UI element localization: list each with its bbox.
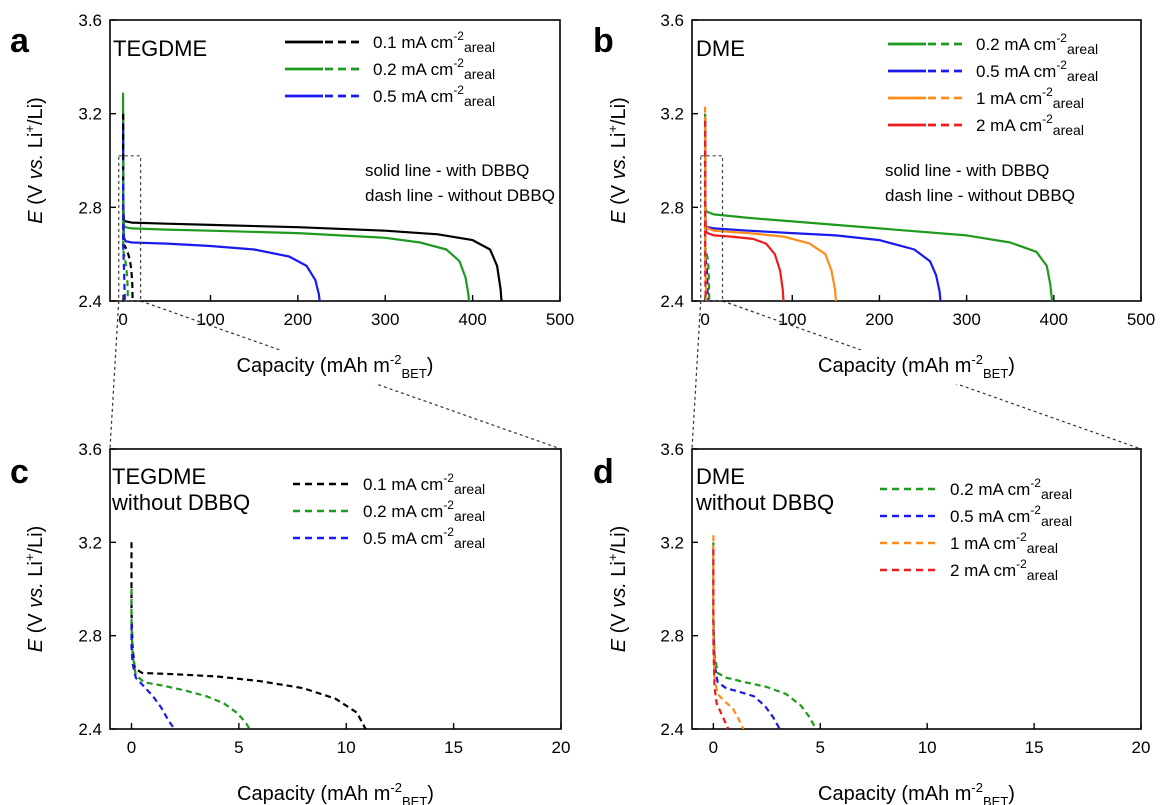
x-tick-label: 300 [371, 310, 399, 329]
y-tick-label: 2.4 [660, 720, 684, 739]
y-tick-label: 2.4 [78, 720, 102, 739]
x-tick-label: 10 [918, 738, 937, 757]
x-tick-label: 100 [778, 310, 806, 329]
legend-label: 2 mA cm-2areal [976, 112, 1084, 138]
series-line-0_5-without-dbbq [132, 624, 175, 729]
solvent-label: DME [696, 36, 745, 61]
y-tick-label: 3.6 [78, 440, 102, 459]
series-line-1-without-dbbq [713, 535, 743, 729]
series-line-1-with-dbbq [705, 114, 836, 301]
x-tick-label: 15 [444, 738, 463, 757]
legend-label: 2 mA cm-2areal [950, 557, 1058, 583]
y-tick-label: 3.2 [660, 533, 684, 552]
y-axis-title: E (V vs. Li+/Li) [22, 97, 47, 224]
legend-label: 0.5 mA cm-2areal [373, 83, 495, 109]
panel-letter: c [10, 453, 29, 491]
series-line-0_2-without-dbbq [132, 589, 250, 729]
x-tick-label: 0 [700, 310, 709, 329]
x-tick-label: 0 [709, 738, 718, 757]
x-tick-label: 400 [458, 310, 486, 329]
panel-d-dme-zoom-chart: 0 5 10 15 20 2.4 2.8 3.2 3.6 Capacity (mAh m-2BET… [593, 440, 1150, 805]
x-tick-label: 0 [118, 310, 127, 329]
series-line-0_1-without-dbbq [132, 542, 366, 729]
legend-label: 1 mA cm-2areal [950, 530, 1058, 556]
series-line-0_5-with-dbbq [705, 118, 940, 301]
solvent-label: DME [696, 464, 745, 489]
x-tick-label: 20 [1132, 738, 1151, 757]
x-tick-label: 0 [127, 738, 136, 757]
series-group [132, 542, 366, 729]
x-axis-title: Capacity (mAh m-2BET) [818, 780, 1015, 805]
panel-a-tegdme-chart: 0 100 200 300 400 5002.42.83.23.6Capacity (mA… [10, 11, 574, 384]
y-tick-label: 3.6 [78, 11, 102, 30]
series-line-0_5-without-dbbq [713, 547, 779, 729]
annotation-text: dash line - without DBBQ [365, 186, 555, 205]
x-tick-label: 100 [196, 310, 224, 329]
x-tick-label: 15 [1025, 738, 1044, 757]
y-tick-label: 2.8 [78, 198, 102, 217]
series-line-0_2-without-dbbq [713, 542, 816, 729]
legend-label: 0.5 mA cm-2areal [950, 503, 1072, 529]
legend-label: 0.2 mA cm-2areal [373, 56, 495, 82]
series-line-0_5-with-dbbq [123, 123, 320, 301]
x-tick-label: 5 [816, 738, 825, 757]
annotation-text: dash line - without DBBQ [885, 186, 1075, 205]
x-tick-label: 300 [952, 310, 980, 329]
legend-label: 0.2 mA cm-2areal [363, 498, 485, 524]
panel-letter: a [10, 22, 30, 60]
legend-label: 0.5 mA cm-2areal [363, 525, 485, 551]
annotation-text: solid line - with DBBQ [885, 161, 1049, 180]
y-tick-label: 3.6 [660, 11, 684, 30]
y-tick-label: 3.2 [660, 105, 684, 124]
legend: 0.2 mA cm-2areal0.5 mA cm-2areal1 mA cm-… [888, 31, 1098, 138]
y-tick-label: 2.4 [660, 292, 684, 311]
series-group [713, 535, 816, 729]
y-tick-label: 3.2 [78, 105, 102, 124]
x-tick-label: 5 [234, 738, 243, 757]
series-line-0_2-without-dbbq [123, 161, 128, 302]
x-tick-label: 200 [865, 310, 893, 329]
y-axis-title: E (V vs. Li+/Li) [605, 97, 630, 224]
panel-b-dme-chart: 0 100 200 300 400 500 2.4 2.8 3.2 3.6 Capacity (mA… [593, 11, 1155, 384]
y-axis-title: E (V vs. Li+/Li) [605, 526, 630, 653]
legend-label: 0.1 mA cm-2areal [363, 471, 485, 497]
x-tick-label: 400 [1040, 310, 1068, 329]
y-tick-label: 2.4 [78, 292, 102, 311]
x-tick-label: 10 [337, 738, 356, 757]
solvent-label: TEGDME [113, 36, 207, 61]
legend-label: 0.1 mA cm-2areal [373, 29, 495, 55]
x-tick-label: 500 [1127, 310, 1155, 329]
legend-label: 0.5 mA cm-2areal [976, 58, 1098, 84]
series-line-0_2-with-dbbq [705, 114, 1052, 301]
y-tick-label: 3.6 [660, 440, 684, 459]
panel-subtitle: without DBBQ [695, 490, 834, 515]
legend-label: 0.2 mA cm-2areal [950, 476, 1072, 502]
x-axis-title: Capacity (mAh m-2BET) [237, 780, 434, 805]
y-tick-label: 2.8 [660, 198, 684, 217]
solvent-label: TEGDME [112, 464, 206, 489]
annotation-text: solid line - with DBBQ [365, 161, 529, 180]
legend-label: 0.2 mA cm-2areal [976, 31, 1098, 57]
panel-subtitle: without DBBQ [111, 490, 250, 515]
legend-label: 1 mA cm-2areal [976, 85, 1084, 111]
y-tick-label: 2.8 [78, 627, 102, 646]
y-axis-title: E (V vs. Li+/Li) [22, 526, 47, 653]
panel-letter: d [593, 453, 614, 491]
x-tick-label: 500 [546, 310, 574, 329]
y-tick-label: 2.8 [660, 627, 684, 646]
x-tick-label: 200 [284, 310, 312, 329]
series-line-0_1-with-dbbq [123, 114, 501, 301]
panel-letter: b [593, 22, 614, 60]
x-tick-label: 20 [552, 738, 571, 757]
panel-c-tegdme-zoom-chart: 0 5 10 15 20 2.4 2.8 3.2 3.6 Capacity (mAh m-2BET… [10, 440, 570, 805]
y-tick-label: 3.2 [78, 533, 102, 552]
